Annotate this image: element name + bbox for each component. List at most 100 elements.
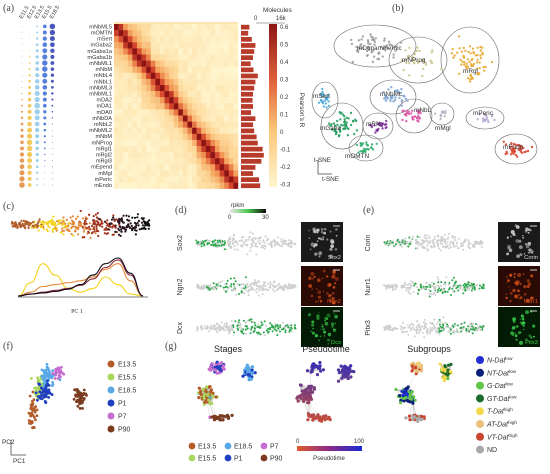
stage-dot: [27, 97, 32, 102]
heatmap-cell: [169, 60, 174, 67]
heatmap-cell: [192, 72, 197, 80]
heatmap-cell: [192, 30, 197, 37]
heatmap-cell: [155, 121, 161, 128]
d-scatter-point: [219, 285, 222, 288]
d-micrograph-signal: [335, 277, 339, 281]
tsne-point: [476, 53, 479, 57]
heatmap-cell: [164, 152, 170, 159]
heatmap-cell: [159, 30, 165, 37]
heatmap-cell: [141, 170, 147, 177]
swarm-point: [92, 215, 95, 218]
e-scatter-point: [409, 323, 412, 326]
d-scatter-point: [197, 284, 200, 287]
tsne-point: [513, 147, 517, 150]
tsne-point: [413, 61, 416, 64]
stage-dot: [42, 42, 48, 47]
pca-point: [77, 394, 81, 398]
tsne-point: [457, 35, 461, 38]
heatmap-cell: [141, 152, 147, 159]
tsne-point: [470, 58, 473, 62]
tsne-point: [411, 109, 414, 113]
e-scatter-point: [394, 284, 397, 287]
d-scatter-point: [212, 324, 215, 327]
e-scatter-point: [460, 330, 463, 333]
heatmap-cell: [205, 42, 211, 49]
heatmap-cell: [132, 24, 138, 31]
d-scatter-point: [210, 324, 212, 327]
e-scatter-point: [477, 288, 480, 291]
heatmap-cell: [169, 176, 174, 183]
tsne-point: [478, 61, 481, 64]
heatmap-cell: [132, 139, 138, 147]
d-micrograph-signal: [333, 312, 335, 315]
tsne-point: [321, 87, 324, 91]
heatmap-cell: [114, 127, 119, 134]
heatmap-cell: [210, 115, 216, 122]
stage-dot: [42, 54, 48, 60]
heatmap-cell: [215, 152, 220, 159]
swarm-point: [60, 231, 63, 234]
pca-point: [47, 396, 50, 399]
d-scatter-point: [219, 329, 222, 332]
e-scatter-point: [433, 327, 436, 330]
e-scatter-point: [422, 285, 425, 288]
swarm-point: [14, 221, 17, 224]
swarm-point: [95, 225, 98, 228]
pca-point: [45, 365, 49, 369]
swarm-point: [36, 225, 39, 228]
heatmap-cell: [187, 54, 193, 61]
swarm-point: [11, 220, 14, 224]
heatmap-cell: [118, 66, 124, 73]
d-scatter-point: [210, 328, 213, 331]
heatmap-cell: [150, 72, 156, 80]
d-scatter-point: [237, 329, 240, 331]
e-scatter-point: [451, 235, 454, 237]
d-scatter-point: [278, 286, 281, 289]
d-scatter-point: [233, 285, 236, 288]
swarm-point: [141, 224, 144, 227]
d-micrograph-signal: [318, 312, 320, 314]
heatmap-cell: [132, 127, 138, 134]
tsne-point: [481, 120, 485, 123]
heatmap-cell: [178, 127, 184, 134]
d-scatter-point: [255, 291, 258, 294]
heatmap-cell: [169, 139, 174, 147]
d-scatter-point: [243, 287, 245, 290]
legend-label: E15.5: [118, 375, 136, 382]
tsne-point: [421, 74, 424, 78]
heatmap-cell: [114, 133, 119, 141]
tsne-point: [361, 35, 365, 38]
d-scatter-point: [226, 242, 229, 245]
d-scatter-point: [270, 246, 273, 249]
tsne-point: [408, 74, 411, 77]
e-micrograph-signal: [509, 291, 513, 295]
heatmap-cell: [127, 42, 133, 49]
d-scatter-point: [225, 248, 228, 251]
panel-label-g: (g): [165, 341, 177, 352]
stage-dot: [20, 146, 24, 151]
heatmap-cell: [155, 139, 161, 147]
d-scatter-point: [264, 281, 266, 284]
heatmap-cell: [173, 24, 179, 31]
heatmap-cell: [114, 72, 119, 80]
legend-swatch: [107, 373, 115, 381]
e-scatter-point: [413, 335, 416, 338]
heatmap-cell: [182, 48, 188, 55]
tsne-point: [424, 63, 428, 66]
tsne-point: [515, 155, 519, 158]
e-scatter-point: [452, 290, 454, 293]
e-scatter-point: [435, 241, 438, 244]
heatmap-cell: [215, 24, 220, 31]
heatmap-cell: [210, 85, 216, 92]
tsne-point: [340, 111, 343, 115]
heatmap-cell: [215, 146, 220, 153]
heatmap-cell: [155, 36, 161, 43]
tsne-point: [524, 150, 528, 153]
d-scatter-point: [228, 328, 231, 331]
swarm-point: [97, 234, 100, 237]
heatmap-cell: [150, 152, 156, 159]
heatmap-cell: [173, 127, 179, 134]
e-micrograph-label: Corin: [524, 255, 538, 261]
tsne-point: [382, 91, 385, 94]
